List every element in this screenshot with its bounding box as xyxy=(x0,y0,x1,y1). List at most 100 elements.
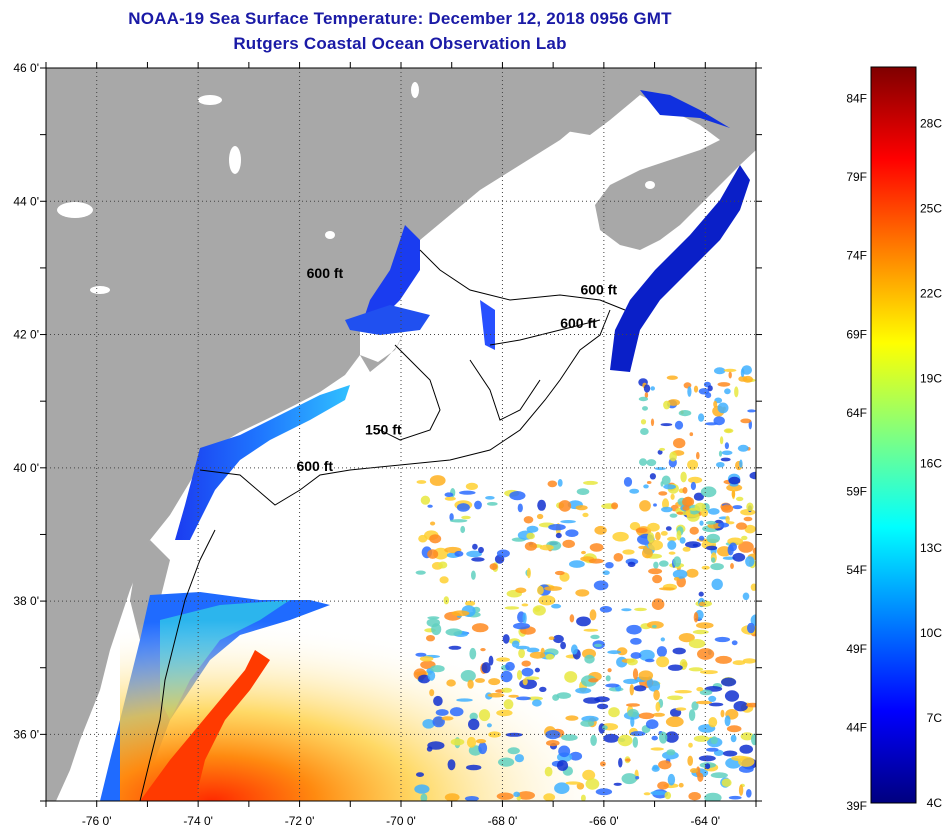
sst-patch xyxy=(613,782,622,786)
sst-patch xyxy=(743,516,753,522)
colorbar-celsius-label: 22C xyxy=(920,287,942,301)
sst-patch xyxy=(696,687,704,692)
sst-patch xyxy=(720,709,725,718)
sst-patch xyxy=(556,692,572,699)
sst-patch xyxy=(660,423,673,427)
sst-patch xyxy=(505,661,515,671)
sst-patch xyxy=(605,683,620,688)
colorbar-fahrenheit-label: 49F xyxy=(846,642,867,656)
sst-patch xyxy=(582,512,589,518)
sst-patch xyxy=(666,375,678,380)
sst-patch xyxy=(643,792,651,796)
sst-patch xyxy=(537,499,546,511)
lat-tick-label: 46 0' xyxy=(13,61,39,75)
sst-patch xyxy=(657,781,669,790)
sst-patch xyxy=(429,534,442,544)
sst-shelf-water xyxy=(175,385,350,540)
sst-patch xyxy=(690,481,697,491)
colorbar-gradient xyxy=(870,66,917,804)
sst-patch xyxy=(698,535,705,541)
sst-patch xyxy=(466,550,482,558)
sst-patch xyxy=(678,633,695,643)
lon-tick-label: -72 0' xyxy=(285,814,315,828)
sst-patch xyxy=(427,504,433,508)
sst-patch xyxy=(588,558,604,564)
sst-patch xyxy=(660,531,668,536)
sst-patch xyxy=(643,484,649,489)
sst-patch xyxy=(431,623,442,636)
sst-patch xyxy=(659,447,666,451)
sst-patch xyxy=(751,733,756,746)
sst-patch xyxy=(633,685,647,692)
sst-patch xyxy=(705,392,712,399)
sst-patch xyxy=(710,563,724,571)
sst-patch xyxy=(526,532,535,540)
sst-patch xyxy=(584,654,595,664)
sst-patch xyxy=(746,502,754,512)
sst-patch xyxy=(517,503,523,513)
sst-patch xyxy=(688,639,706,649)
sst-patch xyxy=(447,759,456,771)
sst-patch xyxy=(627,709,639,718)
sst-patch xyxy=(465,600,476,607)
sst-patch xyxy=(449,513,454,522)
sst-patch xyxy=(571,644,578,655)
sst-patch xyxy=(532,605,546,616)
sst-patch xyxy=(590,634,600,640)
sst-patch xyxy=(757,795,764,802)
sst-patch xyxy=(665,716,684,727)
sst-patch xyxy=(725,515,730,523)
sst-patch xyxy=(501,687,513,693)
sst-patch xyxy=(449,707,464,717)
sst-patch xyxy=(430,521,436,526)
sst-patch xyxy=(515,645,530,650)
sst-patch xyxy=(427,549,439,559)
sst-patch xyxy=(711,578,723,590)
sst-patch xyxy=(656,656,670,668)
sst-patch xyxy=(670,493,675,500)
colorbar: 84F 79F 74F 69F 64F 59F 54F 49F 44F 39F 28C 25C 22C 1… xyxy=(846,66,942,813)
sst-patch xyxy=(435,709,449,716)
sst-patch xyxy=(747,622,755,634)
sst-patch xyxy=(676,511,684,515)
sst-patch xyxy=(414,784,430,794)
sst-patch xyxy=(646,459,657,467)
sst-patch xyxy=(674,420,684,430)
sst-patch xyxy=(594,696,610,703)
sst-patch xyxy=(546,740,560,747)
sst-patch xyxy=(687,755,693,766)
sst-patch xyxy=(717,382,731,387)
sst-patch xyxy=(645,719,659,730)
sst-patch xyxy=(710,736,718,745)
sst-patch xyxy=(739,744,753,754)
colorbar-celsius-label: 19C xyxy=(920,371,942,385)
sst-patch xyxy=(701,565,710,570)
sst-patch xyxy=(640,419,647,425)
sst-patch xyxy=(526,567,531,579)
sst-patch xyxy=(738,756,755,767)
sst-patch xyxy=(692,629,709,635)
sst-patch xyxy=(723,368,737,372)
lon-tick-label: -66 0' xyxy=(589,814,619,828)
sst-patch xyxy=(433,695,443,707)
sst-patch xyxy=(668,664,683,671)
sst-patch xyxy=(623,678,639,685)
colorbar-fahrenheit-label: 44F xyxy=(846,721,867,735)
sst-patch xyxy=(650,418,655,427)
sst-patch xyxy=(427,670,436,681)
sst-patch xyxy=(646,621,664,629)
sst-patch xyxy=(715,655,732,664)
sst-patch xyxy=(576,616,591,627)
sst-patch xyxy=(590,734,597,747)
sst-patch xyxy=(532,699,542,707)
sst-patch xyxy=(446,679,456,687)
sst-patch xyxy=(557,479,563,487)
sst-patch xyxy=(669,451,677,462)
sst-patch xyxy=(687,459,699,470)
sst-patch xyxy=(602,725,608,730)
sst-patch xyxy=(565,715,579,721)
sst-patch xyxy=(605,675,611,682)
sst-patch xyxy=(488,655,494,666)
sst-patch xyxy=(481,662,491,674)
sst-patch xyxy=(651,598,665,610)
